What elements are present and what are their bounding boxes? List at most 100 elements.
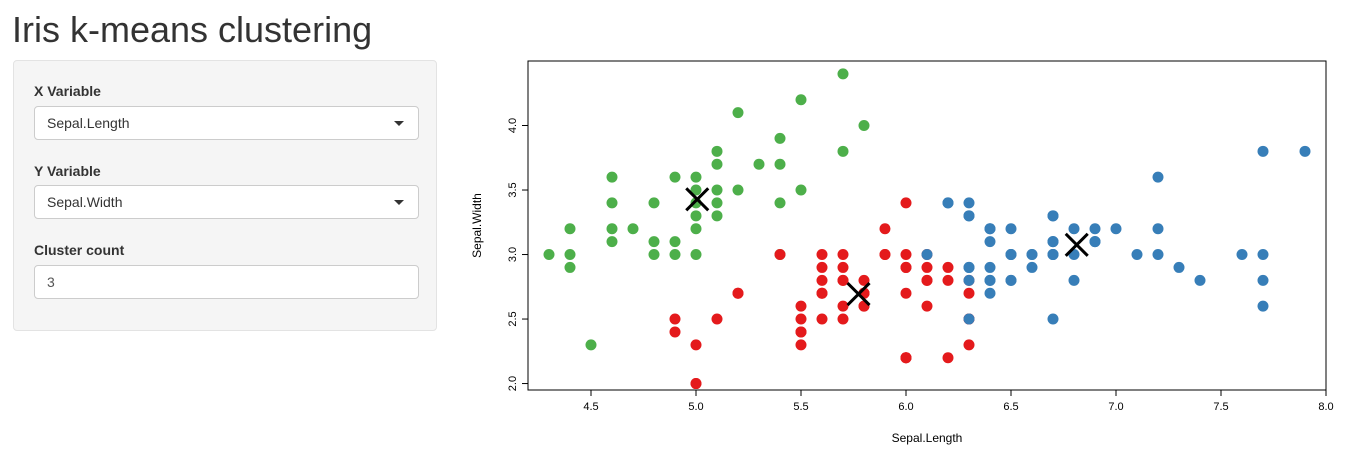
y-tick-label: 2.0 [507, 376, 519, 391]
page-title: Iris k-means clustering [12, 9, 373, 50]
data-point [606, 223, 618, 235]
data-point [837, 261, 849, 273]
data-point [879, 249, 891, 261]
x-variable-value: Sepal.Length [47, 115, 130, 131]
scatter-plot: 4.5 5.0 5.5 6.0 6.5 7.0 7.5 8.0 2.0 2.5 3.0 3.5 4.0 S… [470, 52, 1340, 451]
data-point [795, 339, 807, 351]
data-point [858, 274, 870, 286]
data-point [669, 249, 681, 261]
data-point [795, 326, 807, 338]
x-tick-label: 8.0 [1318, 401, 1333, 413]
data-point [1026, 249, 1038, 261]
data-point [795, 313, 807, 325]
chevron-down-icon [394, 121, 404, 126]
data-point [606, 197, 618, 209]
data-point [774, 197, 786, 209]
data-point [711, 313, 723, 325]
data-point [1236, 249, 1248, 261]
data-point [921, 274, 933, 286]
data-point [1005, 223, 1017, 235]
data-point [1047, 210, 1059, 222]
data-point [606, 236, 618, 248]
data-point [942, 261, 954, 273]
data-point [837, 249, 849, 261]
data-point [1152, 249, 1164, 261]
data-point [648, 197, 660, 209]
data-point [711, 197, 723, 209]
data-point [648, 249, 660, 261]
data-point [921, 261, 933, 273]
data-point [690, 210, 702, 222]
data-point [690, 184, 702, 196]
x-variable-label: X Variable [34, 83, 101, 99]
data-point [984, 223, 996, 235]
data-point [1026, 261, 1038, 273]
data-point [690, 339, 702, 351]
data-point [942, 352, 954, 364]
data-point [1047, 236, 1059, 248]
data-point [963, 339, 975, 351]
data-point [564, 261, 576, 273]
data-point [690, 378, 702, 390]
y-axis-label: Sepal.Width [470, 193, 484, 258]
y-variable-select[interactable]: Sepal.Width [34, 185, 419, 219]
scatter-plot-svg: 4.5 5.0 5.5 6.0 6.5 7.0 7.5 8.0 2.0 2.5 3.0 3.5 4.0 S… [470, 60, 1334, 445]
x-variable-select[interactable]: Sepal.Length [34, 106, 419, 140]
data-point [627, 223, 639, 235]
x-tick-label: 7.0 [1108, 401, 1123, 413]
data-point [963, 287, 975, 299]
data-point [963, 274, 975, 286]
data-point [816, 249, 828, 261]
data-point [1194, 274, 1206, 286]
y-tick-label: 2.5 [507, 311, 519, 326]
data-point [900, 197, 912, 209]
x-axis-label: Sepal.Length [892, 431, 963, 445]
data-point [753, 158, 765, 170]
data-point [648, 236, 660, 248]
data-point [900, 261, 912, 273]
data-point [711, 145, 723, 157]
data-point [543, 249, 555, 261]
data-point [1131, 249, 1143, 261]
data-point [1152, 171, 1164, 183]
data-point [690, 171, 702, 183]
data-point [1005, 274, 1017, 286]
x-tick-label: 6.0 [898, 401, 913, 413]
data-point [1005, 249, 1017, 261]
data-point [900, 249, 912, 261]
data-point [816, 287, 828, 299]
data-point [774, 132, 786, 144]
x-tick-label: 5.0 [688, 401, 703, 413]
data-point [1173, 261, 1185, 273]
data-point [669, 313, 681, 325]
data-point [984, 287, 996, 299]
data-point [900, 287, 912, 299]
data-point [984, 274, 996, 286]
data-point [585, 339, 597, 351]
y-tick-label: 3.5 [507, 182, 519, 197]
data-point [1068, 274, 1080, 286]
cluster-count-input[interactable] [34, 265, 419, 299]
data-point [774, 249, 786, 261]
data-point [984, 236, 996, 248]
data-point [711, 158, 723, 170]
data-point [1299, 145, 1311, 157]
data-point [669, 236, 681, 248]
data-point [795, 184, 807, 196]
data-point [690, 249, 702, 261]
data-point [963, 197, 975, 209]
data-point [1110, 223, 1122, 235]
x-tick-label: 4.5 [583, 401, 598, 413]
data-point [711, 210, 723, 222]
data-point [732, 184, 744, 196]
data-point [669, 171, 681, 183]
data-point [984, 261, 996, 273]
y-tick-label: 4.0 [507, 118, 519, 133]
data-point [963, 210, 975, 222]
x-tick-label: 6.5 [1003, 401, 1018, 413]
data-point [795, 300, 807, 312]
data-point [1047, 313, 1059, 325]
plot-frame [527, 60, 1327, 391]
data-point [606, 171, 618, 183]
chevron-down-icon [394, 200, 404, 205]
